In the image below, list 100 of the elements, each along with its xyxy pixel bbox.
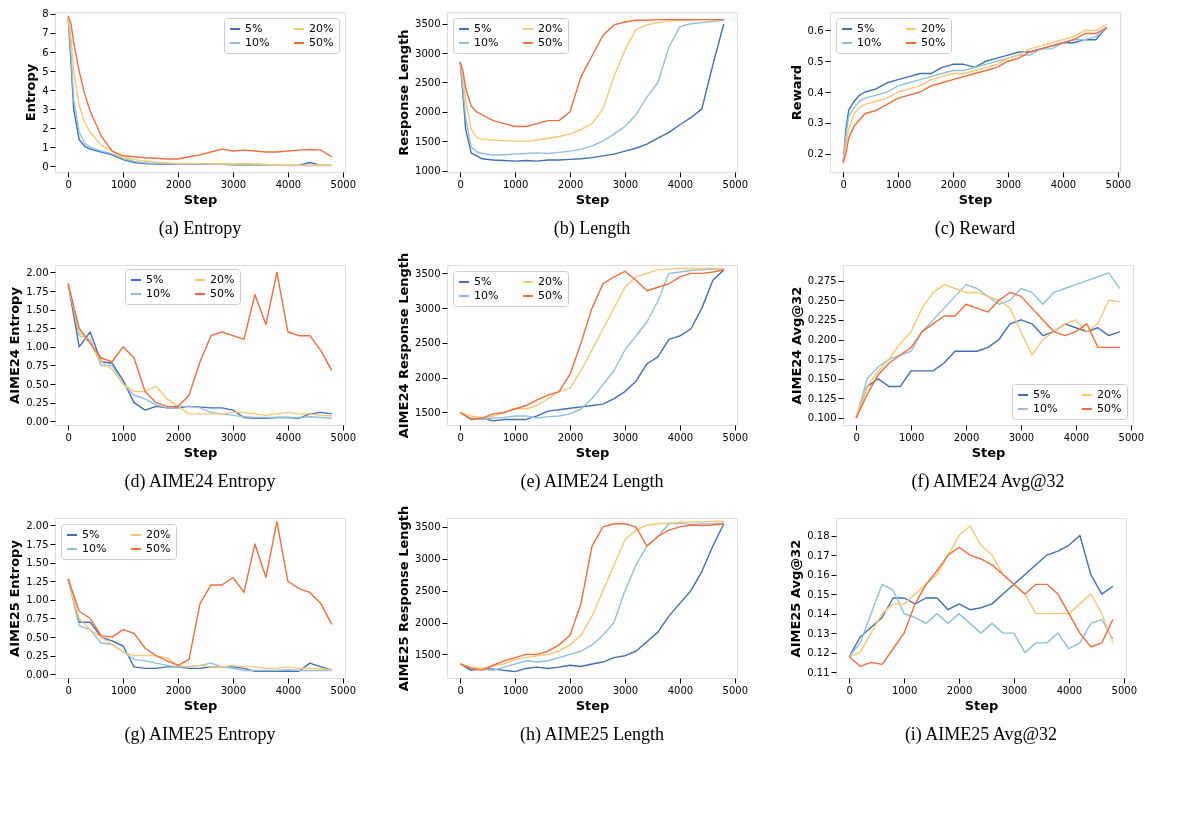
y-tick-label: 0.75 <box>26 612 49 624</box>
legend-label: 5% <box>146 273 164 286</box>
x-axis-title: Step <box>958 191 993 207</box>
y-tick-label: 0.6 <box>807 24 824 36</box>
x-tick-label: 1000 <box>110 431 137 443</box>
y-axis-title: Reward <box>788 64 804 121</box>
y-tick-label: 2 <box>42 122 49 134</box>
x-tick-label: 1000 <box>502 684 529 696</box>
legend-label: 20% <box>538 22 563 35</box>
y-tick-label: 6 <box>42 46 49 58</box>
line-series <box>67 521 333 667</box>
x-tick-label: 5000 <box>330 178 357 190</box>
text: (c) Reward <box>934 218 1016 239</box>
y-tick-label: 1.25 <box>26 322 49 334</box>
x-axis-title: Step <box>575 697 610 713</box>
legend-label: 20% <box>1097 388 1122 401</box>
y-tick-label: 0 <box>42 160 49 172</box>
legend-label: 20% <box>309 22 334 35</box>
x-axis-title: Step <box>183 191 218 207</box>
x-tick-label: 0 <box>840 178 847 190</box>
x-tick-label: 1000 <box>502 431 529 443</box>
line-series <box>848 583 1114 658</box>
y-tick-label: 0.100 <box>807 412 837 424</box>
y-tick-label: 0.75 <box>26 359 49 371</box>
y-tick-label: 2500 <box>415 337 441 349</box>
x-tick-label: 4000 <box>275 431 302 443</box>
x-tick-label: 5000 <box>1111 684 1138 696</box>
y-tick-label: 1000 <box>415 165 441 177</box>
legend-label: 5% <box>474 275 492 288</box>
x-tick-label: 4000 <box>275 178 302 190</box>
y-axis-title: AIME25 Entropy <box>7 539 23 657</box>
x-tick-label: 3000 <box>612 684 639 696</box>
y-axis-title: AIME24 Avg@32 <box>788 286 804 405</box>
y-tick-label: 0.00 <box>26 415 49 427</box>
legend-label: 10% <box>146 287 171 300</box>
x-tick-label: 4000 <box>275 684 302 696</box>
y-tick-label: 3000 <box>415 47 441 59</box>
text: (h) AIME25 Length <box>520 724 664 745</box>
x-tick-label: 3000 <box>220 431 247 443</box>
y-tick-label: 2500 <box>415 76 441 88</box>
y-tick-label: 2.00 <box>26 519 49 531</box>
x-tick-label: 1000 <box>885 178 912 190</box>
legend-label: 5% <box>1033 388 1051 401</box>
y-tick-label: 3000 <box>415 302 441 314</box>
x-tick-label: 0 <box>457 684 464 696</box>
x-tick-label: 1000 <box>502 178 529 190</box>
y-tick-label: 0.18 <box>807 530 830 542</box>
x-tick-label: 2000 <box>557 431 584 443</box>
legend-label: 10% <box>1033 402 1058 415</box>
y-tick-label: 1.00 <box>26 341 49 353</box>
x-tick-label: 2000 <box>953 431 980 443</box>
y-tick-label: 1.25 <box>26 575 49 587</box>
x-axis-title: Step <box>183 444 218 460</box>
y-tick-label: 2000 <box>415 372 441 384</box>
y-tick-label: 1500 <box>415 135 441 147</box>
y-tick-label: 2500 <box>415 585 441 597</box>
y-tick-label: 0.13 <box>807 627 830 639</box>
legend-label: 10% <box>474 36 499 49</box>
legend-label: 20% <box>921 22 946 35</box>
x-tick-label: 2000 <box>557 178 584 190</box>
x-tick-label: 0 <box>65 684 72 696</box>
y-tick-label: 1.75 <box>26 285 49 297</box>
y-axis-title: AIME24 Entropy <box>7 286 23 404</box>
x-axis-title: Step <box>971 444 1006 460</box>
x-tick-label: 0 <box>65 431 72 443</box>
y-axis-title: Response Length <box>396 29 412 156</box>
x-tick-label: 4000 <box>1050 178 1077 190</box>
x-tick-label: 3000 <box>612 431 639 443</box>
y-tick-label: 1500 <box>415 648 441 660</box>
line-series <box>848 546 1114 667</box>
legend-label: 10% <box>82 542 107 555</box>
y-tick-label: 7 <box>42 27 49 39</box>
y-tick-label: 4 <box>42 84 49 96</box>
y-tick-label: 0.150 <box>807 373 837 385</box>
y-tick-label: 1.75 <box>26 538 49 550</box>
y-tick-label: 0.4 <box>807 86 824 98</box>
x-tick-label: 1000 <box>110 684 137 696</box>
x-tick-label: 4000 <box>667 178 694 190</box>
y-tick-label: 0.125 <box>807 392 837 404</box>
x-tick-label: 1000 <box>110 178 137 190</box>
legend-label: 5% <box>857 22 875 35</box>
x-tick-label: 0 <box>457 178 464 190</box>
y-tick-label: 1500 <box>415 406 441 418</box>
x-tick-label: 5000 <box>330 431 357 443</box>
legend-label: 5% <box>82 528 100 541</box>
x-tick-label: 2000 <box>940 178 967 190</box>
x-tick-label: 5000 <box>330 684 357 696</box>
y-tick-label: 0.250 <box>807 294 837 306</box>
x-tick-label: 4000 <box>667 684 694 696</box>
y-tick-label: 3500 <box>415 18 441 30</box>
legend-label: 10% <box>245 36 270 49</box>
y-axis-title: AIME25 Avg@32 <box>788 539 804 658</box>
x-tick-label: 2000 <box>165 431 192 443</box>
text: (d) AIME24 Entropy <box>124 471 276 492</box>
y-tick-label: 2000 <box>415 617 441 629</box>
legend-label: 5% <box>245 22 263 35</box>
y-tick-label: 3500 <box>415 521 441 533</box>
legend-label: 50% <box>146 542 171 555</box>
x-axis-title: Step <box>183 697 218 713</box>
x-tick-label: 2000 <box>946 684 973 696</box>
